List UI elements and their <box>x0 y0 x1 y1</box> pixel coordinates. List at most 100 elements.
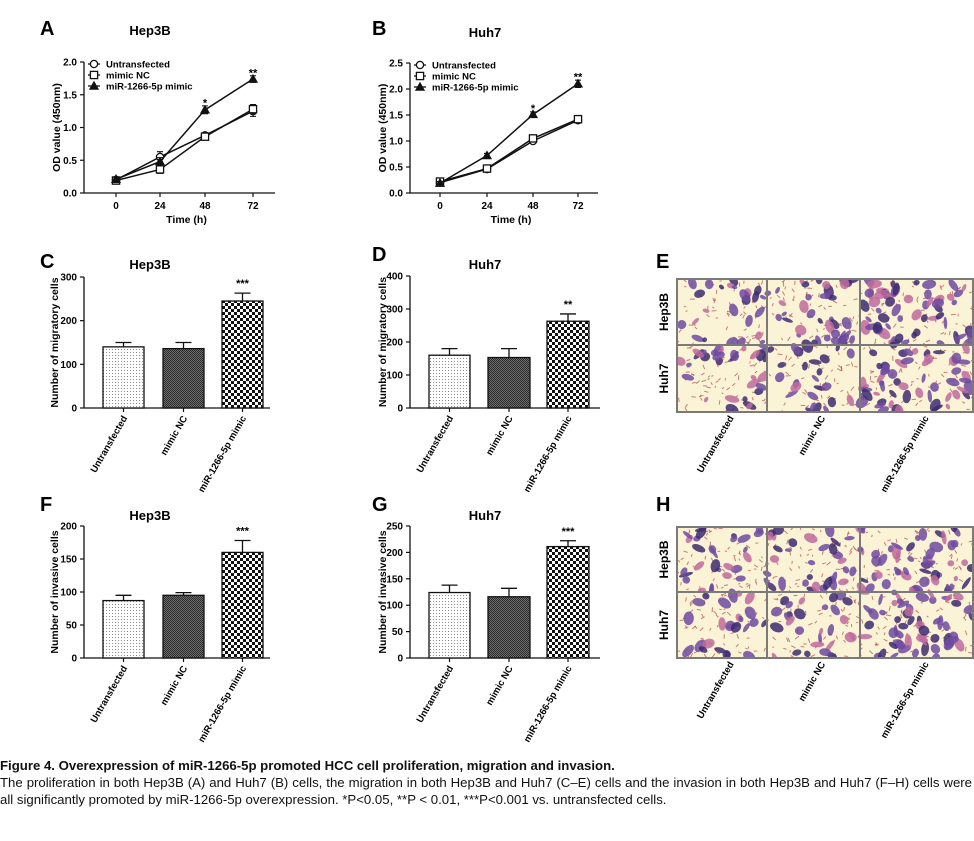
pore-speck <box>910 383 913 387</box>
stained-cell <box>906 542 915 552</box>
pore-speck <box>711 375 714 377</box>
pore-speck <box>887 539 891 542</box>
pore-speck <box>908 552 913 557</box>
pore-speck <box>753 650 758 652</box>
pore-speck <box>968 540 973 543</box>
stained-cell <box>819 648 832 656</box>
bar <box>546 545 590 659</box>
micrograph-image <box>677 279 974 412</box>
stained-cell <box>925 548 935 560</box>
stained-cell <box>788 538 798 548</box>
y-tick-label: 200 <box>60 522 77 533</box>
pore-speck <box>755 578 757 583</box>
pore-speck <box>883 541 887 546</box>
pore-speck <box>718 527 723 529</box>
stained-cell <box>849 335 856 344</box>
pore-speck <box>874 643 878 646</box>
pore-speck <box>838 588 841 592</box>
pore-speck <box>957 313 959 317</box>
stained-cell <box>785 616 795 626</box>
pore-speck <box>703 385 708 387</box>
pore-speck <box>867 313 872 316</box>
pore-speck <box>832 300 838 304</box>
stained-cell <box>813 385 826 391</box>
pore-speck <box>797 604 799 608</box>
pore-speck <box>683 305 687 308</box>
pore-speck <box>686 347 692 349</box>
pore-speck <box>966 408 970 410</box>
point <box>482 164 492 173</box>
pore-speck <box>838 323 843 327</box>
pore-speck <box>840 366 843 372</box>
pore-speck <box>827 395 831 399</box>
pore-speck <box>699 627 704 632</box>
pore-speck <box>693 651 698 654</box>
pore-speck <box>799 546 802 550</box>
stained-cell <box>691 317 700 325</box>
pore-speck <box>688 529 691 533</box>
stained-cell <box>742 623 750 633</box>
stained-cell <box>792 649 802 656</box>
pore-speck <box>888 605 891 611</box>
pore-speck <box>785 375 791 377</box>
y-tick-label: 50 <box>66 621 78 632</box>
legend-label: mimic NC <box>106 71 150 82</box>
stained-cell <box>912 648 919 658</box>
point <box>527 109 539 119</box>
x-tick-label: miR-1266-5p mimic <box>196 664 249 744</box>
pore-speck <box>738 375 740 381</box>
y-tick-label: 0 <box>71 654 77 665</box>
pore-speck <box>939 285 943 290</box>
pore-speck <box>709 627 712 631</box>
pore-speck <box>786 539 789 545</box>
pore-speck <box>849 595 853 598</box>
pore-speck <box>720 586 724 589</box>
pore-speck <box>813 345 818 348</box>
pore-speck <box>865 531 869 534</box>
point <box>247 73 259 83</box>
pore-speck <box>794 635 800 640</box>
pore-speck <box>778 593 782 597</box>
stained-cell <box>932 617 942 625</box>
stained-cell <box>702 308 710 313</box>
pore-speck <box>960 543 963 546</box>
pore-speck <box>791 363 796 367</box>
y-tick-label: 150 <box>386 574 403 585</box>
stained-cell <box>915 387 924 399</box>
pore-speck <box>680 581 682 586</box>
pore-speck <box>818 612 823 616</box>
y-tick-label: 200 <box>60 316 77 327</box>
stained-cell <box>846 348 855 359</box>
pore-speck <box>856 321 859 325</box>
stained-cell <box>904 348 914 357</box>
pore-speck <box>746 544 751 549</box>
stained-cell <box>798 597 806 605</box>
pore-speck <box>763 565 766 568</box>
error-bar <box>560 540 576 547</box>
y-axis-label: Number of invasive cells <box>377 530 389 653</box>
y-tick-label: 100 <box>386 371 403 382</box>
pore-speck <box>694 326 698 330</box>
pore-speck <box>877 626 880 630</box>
point <box>415 71 425 81</box>
stained-cell <box>714 647 726 654</box>
pore-speck <box>701 379 707 383</box>
pore-speck <box>820 395 823 399</box>
pore-speck <box>892 323 897 328</box>
pore-speck <box>690 554 693 557</box>
series-line <box>115 78 254 180</box>
stained-cell <box>846 279 860 284</box>
stained-cell <box>929 596 937 605</box>
point <box>434 177 446 187</box>
error-bar <box>175 341 192 349</box>
pore-speck <box>802 391 807 395</box>
pore-speck <box>820 530 822 533</box>
point <box>89 59 99 69</box>
point <box>200 132 210 141</box>
legend-label: miR-1266-5p mimic <box>432 83 519 94</box>
pore-speck <box>886 614 892 617</box>
pore-speck <box>691 625 697 630</box>
pore-speck <box>874 570 880 572</box>
pore-speck <box>954 567 958 570</box>
